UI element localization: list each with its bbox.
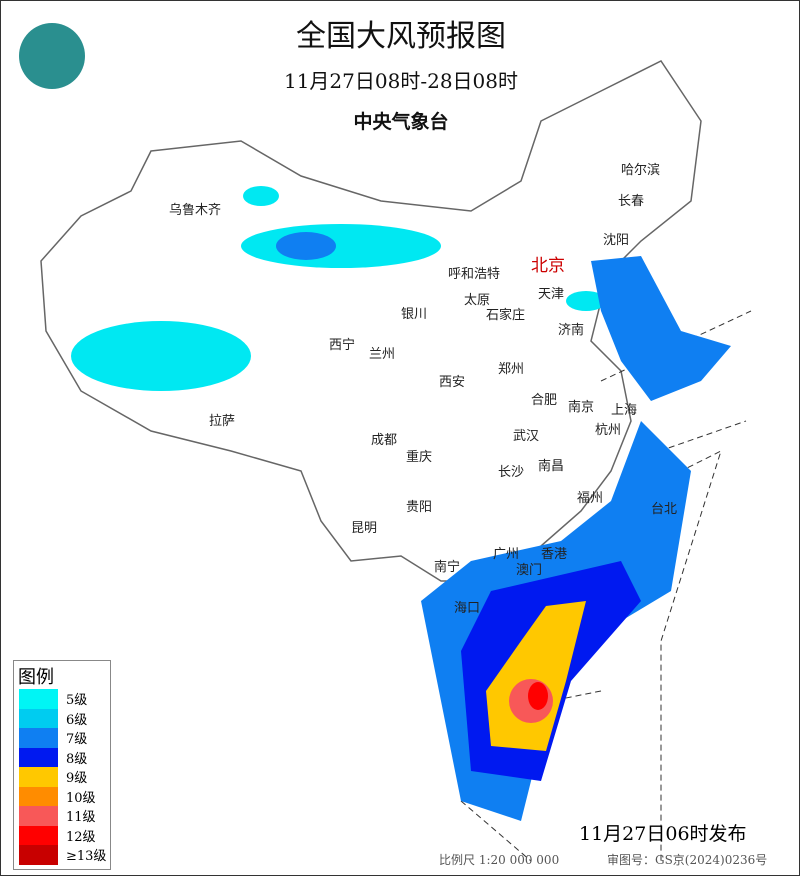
city-label: 西安 (439, 375, 466, 390)
legend-swatch (19, 728, 58, 748)
city-label: 南昌 (538, 459, 565, 474)
city-label: 太原 (464, 293, 491, 308)
legend-item: ≥13级 (14, 845, 110, 865)
legend-swatch (19, 845, 58, 865)
china-outline (40, 60, 702, 582)
legend-label: 6级 (66, 712, 88, 728)
wind-area-7 (276, 232, 336, 260)
legend-item: 6级 (14, 708, 110, 728)
forecast-period: 11月27日08时-28日08时 (283, 69, 518, 93)
city-label: 香港 (541, 547, 568, 562)
legend-swatch (19, 825, 58, 845)
city-label: 济南 (558, 323, 585, 338)
city-label: 兰州 (369, 347, 396, 362)
legend-title: 图例 (18, 667, 54, 688)
wind-area-12 (528, 682, 548, 710)
legend-label: ≥13级 (66, 849, 107, 865)
legend-label: 10级 (66, 790, 96, 806)
legend-label: 9级 (66, 771, 88, 787)
cma-logo (19, 23, 85, 89)
city-label: 成都 (371, 433, 398, 448)
legend-swatch (19, 689, 58, 709)
legend-swatch (19, 767, 58, 787)
legend-item: 7级 (14, 728, 110, 748)
legend-swatch (19, 708, 58, 728)
city-label: 沈阳 (603, 233, 630, 248)
city-label: 广州 (493, 547, 520, 562)
legend-swatch (19, 747, 58, 767)
city-label: 上海 (611, 403, 638, 418)
legend-swatch (19, 786, 58, 806)
issue-time: 11月27日06时发布 (579, 823, 747, 845)
agency: 中央气象台 (353, 111, 449, 133)
legend-item: 10级 (14, 786, 110, 806)
city-label: 贵阳 (406, 500, 433, 515)
city-label: 乌鲁木齐 (169, 203, 222, 218)
city-label: 石家庄 (486, 308, 526, 323)
legend-item: 11级 (14, 806, 110, 826)
review-number: 审图号：GS京(2024)0236号 (607, 853, 768, 867)
city-label: 呼和浩特 (448, 267, 501, 282)
city-label: 南宁 (434, 560, 461, 575)
city-label: 拉萨 (209, 414, 236, 429)
city-label: 天津 (538, 287, 565, 302)
city-label: 武汉 (513, 429, 540, 444)
legend-item: 8级 (14, 747, 110, 767)
map-title: 全国大风预报图 (296, 19, 506, 54)
legend-label: 11级 (66, 810, 96, 826)
city-label: 南京 (568, 400, 595, 415)
city-label: 澳门 (516, 563, 543, 578)
city-label: 台北 (651, 502, 678, 517)
city-label: 海口 (454, 601, 481, 616)
city-label: 西宁 (329, 338, 356, 353)
wind-area-9 (486, 601, 586, 751)
legend-item: 12级 (14, 825, 110, 845)
city-label: 福州 (577, 491, 604, 506)
legend-label: 12级 (66, 829, 96, 845)
city-label: 长春 (618, 194, 645, 209)
legend-label: 5级 (66, 693, 88, 709)
city-label: 银川 (401, 307, 428, 322)
city-label: 长沙 (498, 465, 525, 480)
legend-label: 8级 (66, 751, 88, 767)
city-label: 合肥 (531, 393, 558, 408)
legend-item: 5级 (14, 689, 110, 709)
city-label: 哈尔滨 (621, 163, 661, 178)
city-label: 杭州 (595, 423, 622, 438)
map-scale: 比例尺 1:20 000 000 (439, 853, 560, 867)
city-label: 昆明 (351, 521, 378, 536)
city-label: 北京 (531, 256, 565, 276)
legend-item: 9级 (14, 767, 110, 787)
legend: 图例 5级 6级 7级 8级 9级 10级 11级 12级 ≥13级 (13, 660, 111, 870)
legend-label: 7级 (66, 732, 88, 748)
legend-swatch (19, 806, 58, 826)
city-label: 郑州 (498, 362, 525, 377)
city-label: 重庆 (406, 450, 433, 465)
